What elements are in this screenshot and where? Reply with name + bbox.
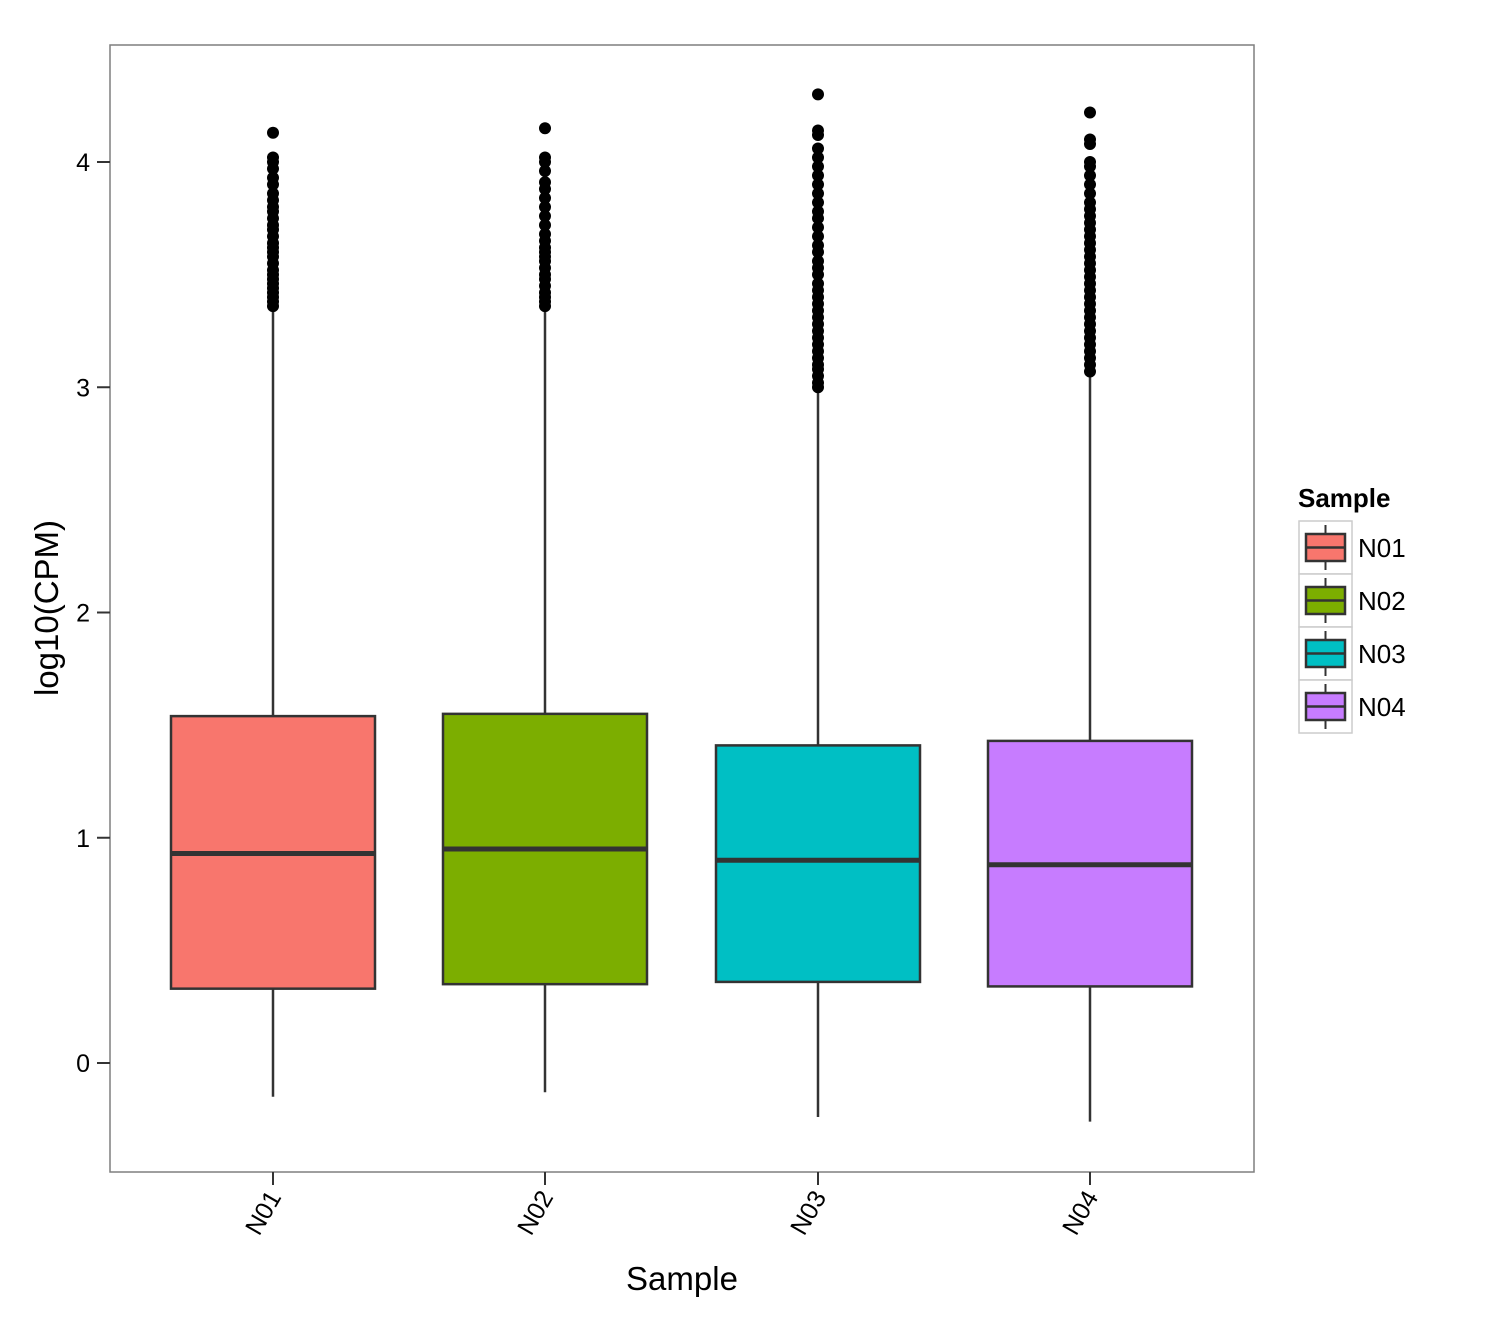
- outlier-point: [539, 228, 551, 241]
- outlier-point: [812, 151, 824, 164]
- outlier-point: [812, 230, 824, 243]
- outlier-point: [539, 201, 551, 214]
- outlier-point: [812, 178, 824, 191]
- x-tick-label: N01: [240, 1186, 287, 1240]
- outlier-point: [539, 165, 551, 178]
- legend-item-n03: N03: [1298, 626, 1406, 681]
- outlier-point: [1084, 169, 1096, 182]
- legend-label: N02: [1358, 586, 1406, 616]
- outlier-point: [267, 171, 279, 184]
- legend-label: N03: [1358, 639, 1406, 669]
- legend-item-n04: N04: [1298, 679, 1406, 734]
- y-tick-label: 3: [76, 374, 90, 402]
- outlier-point: [1084, 156, 1096, 168]
- outlier-point: [812, 142, 824, 155]
- outlier-point: [812, 277, 824, 290]
- y-axis-label: log10(CPM): [28, 520, 65, 696]
- legend: Sample N01 N02 N03 N04: [1298, 483, 1406, 734]
- box-n01: [169, 126, 377, 1097]
- outlier-point: [539, 219, 551, 232]
- outlier-point: [812, 255, 824, 268]
- y-tick-label: 1: [76, 825, 90, 853]
- outlier-point: [812, 187, 824, 200]
- boxes-layer: [169, 88, 1194, 1122]
- outlier-point: [1084, 106, 1096, 119]
- plot-panel: [109, 44, 1255, 1173]
- outlier-point: [812, 239, 824, 252]
- outlier-point: [1084, 187, 1096, 200]
- outlier-point: [812, 124, 824, 137]
- legend-item-n01: N01: [1298, 520, 1406, 575]
- outlier-point: [267, 151, 279, 164]
- x-axis-label: Sample: [626, 1260, 738, 1297]
- outlier-point: [539, 210, 551, 223]
- box-n03: [714, 88, 922, 1118]
- box-body: [714, 744, 922, 984]
- outlier-point: [812, 221, 824, 234]
- x-tick-label: N03: [785, 1186, 832, 1240]
- box-n02: [441, 122, 649, 1093]
- legend-label: N01: [1358, 533, 1406, 563]
- outlier-point: [1084, 133, 1096, 146]
- outlier-point: [812, 196, 824, 209]
- outlier-point: [539, 151, 551, 164]
- outlier-point: [539, 122, 551, 135]
- outlier-point: [267, 187, 279, 200]
- legend-item-n02: N02: [1298, 573, 1406, 628]
- y-axis: 0 1 2 3 4: [76, 149, 110, 1078]
- outlier-point: [1084, 196, 1096, 209]
- y-tick-label: 0: [76, 1050, 90, 1078]
- outlier-point: [812, 169, 824, 182]
- outlier-point: [1084, 178, 1096, 191]
- x-axis: N01 N02 N03 N04: [240, 1172, 1104, 1240]
- x-tick-label: N04: [1057, 1186, 1104, 1240]
- outlier-point: [812, 160, 824, 173]
- outlier-point: [539, 192, 551, 205]
- outlier-point: [812, 88, 824, 101]
- outlier-point: [267, 126, 279, 139]
- outlier-point: [812, 205, 824, 218]
- legend-title: Sample: [1298, 483, 1391, 513]
- y-tick-label: 2: [76, 600, 90, 628]
- box-n04: [986, 106, 1194, 1122]
- x-tick-label: N02: [512, 1186, 559, 1240]
- legend-label: N04: [1358, 692, 1406, 722]
- outlier-point: [539, 176, 551, 189]
- y-tick-label: 4: [76, 149, 90, 177]
